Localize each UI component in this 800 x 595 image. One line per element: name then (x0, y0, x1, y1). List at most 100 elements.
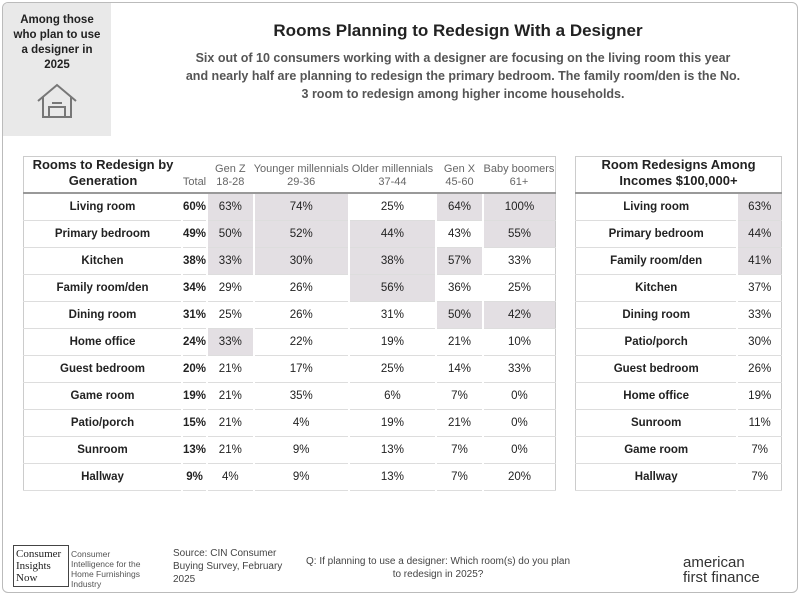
percent-cell: 100% (481, 193, 556, 221)
percent-cell: 13% (347, 463, 437, 491)
header-row: Rooms to Redesign by Generation Total Gen … (23, 156, 556, 194)
percent-cell: 34% (180, 274, 208, 302)
room-label: Living room (575, 193, 738, 221)
row: Living room 63% (575, 193, 782, 221)
room-label: Hallway (575, 463, 738, 491)
percent-cell: 25% (206, 301, 254, 329)
percent-cell: 49% (180, 220, 208, 248)
room-label: Family room/den (23, 274, 182, 302)
brand: american first finance (683, 555, 760, 585)
percent-cell: 20% (481, 463, 556, 491)
room-label: Home office (575, 382, 738, 410)
column-header: Gen Z 18-28 (207, 156, 254, 194)
percent-cell: 31% (347, 301, 437, 329)
percent-cell: 7% (435, 436, 483, 464)
percent-cell: 33% (206, 328, 254, 356)
column-header: Older millennials 37-44 (348, 156, 437, 194)
row: Primary bedroom 44% (575, 220, 782, 248)
percent-cell: 55% (481, 220, 556, 248)
percent-cell: 0% (481, 409, 556, 437)
percent-cell: 24% (180, 328, 208, 356)
row: Game room 19% 21% 35% 6% 7% 0% (23, 382, 556, 410)
table-title: Rooms to Redesign by Generation (23, 156, 182, 194)
percent-cell: 44% (736, 220, 782, 248)
room-label: Game room (23, 382, 182, 410)
room-label: Guest bedroom (575, 355, 738, 383)
column-header: Baby boomers 61+ (482, 156, 556, 194)
column-header: Younger millennials 29-36 (253, 156, 349, 194)
percent-cell: 19% (347, 328, 437, 356)
percent-cell: 21% (206, 409, 254, 437)
percent-cell: 13% (180, 436, 208, 464)
percent-cell: 21% (435, 409, 483, 437)
percent-cell: 33% (206, 247, 254, 275)
room-label: Guest bedroom (23, 355, 182, 383)
percent-cell: 21% (206, 382, 254, 410)
percent-cell: 33% (481, 355, 556, 383)
row: Kitchen 37% (575, 274, 782, 302)
percent-cell: 21% (435, 328, 483, 356)
percent-cell: 0% (481, 436, 556, 464)
percent-cell: 0% (481, 382, 556, 410)
sidebar: Among those who plan to use a designer i… (3, 3, 111, 136)
row: Hallway 9% 4% 9% 13% 7% 20% (23, 463, 556, 491)
percent-cell: 35% (252, 382, 349, 410)
percent-cell: 63% (206, 193, 254, 221)
percent-cell: 52% (252, 220, 349, 248)
row: Kitchen 38% 33% 30% 38% 57% 33% (23, 247, 556, 275)
logo: Consumer Insights Now (13, 545, 69, 587)
sidebar-text: Among those who plan to use a designer i… (13, 14, 101, 71)
row: Guest bedroom 26% (575, 355, 782, 383)
income-table: Room Redesigns Among Incomes $100,000+ Li… (575, 156, 782, 491)
percent-cell: 7% (736, 463, 782, 491)
room-label: Living room (23, 193, 182, 221)
percent-cell: 21% (206, 355, 254, 383)
percent-cell: 43% (435, 220, 483, 248)
percent-cell: 6% (347, 382, 437, 410)
percent-cell: 19% (347, 409, 437, 437)
percent-cell: 26% (736, 355, 782, 383)
percent-cell: 50% (435, 301, 483, 329)
room-label: Dining room (575, 301, 738, 329)
room-label: Patio/porch (575, 328, 738, 356)
percent-cell: 9% (252, 463, 349, 491)
percent-cell: 33% (481, 247, 556, 275)
percent-cell: 30% (736, 328, 782, 356)
room-label: Primary bedroom (23, 220, 182, 248)
percent-cell: 33% (736, 301, 782, 329)
percent-cell: 38% (180, 247, 208, 275)
row: Family room/den 41% (575, 247, 782, 275)
row: Patio/porch 30% (575, 328, 782, 356)
row: Dining room 31% 25% 26% 31% 50% 42% (23, 301, 556, 329)
percent-cell: 7% (435, 463, 483, 491)
room-label: Patio/porch (23, 409, 182, 437)
row: Primary bedroom 49% 50% 52% 44% 43% 55% (23, 220, 556, 248)
percent-cell: 37% (736, 274, 782, 302)
room-label: Kitchen (575, 274, 738, 302)
percent-cell: 11% (736, 409, 782, 437)
percent-cell: 17% (252, 355, 349, 383)
percent-cell: 26% (252, 274, 349, 302)
percent-cell: 4% (206, 463, 254, 491)
percent-cell: 21% (206, 436, 254, 464)
row: Dining room 33% (575, 301, 782, 329)
percent-cell: 30% (252, 247, 349, 275)
brand-bottom: first finance (683, 569, 760, 586)
percent-cell: 38% (347, 247, 437, 275)
percent-cell: 9% (180, 463, 208, 491)
brand-top: american (683, 554, 745, 571)
percent-cell: 42% (481, 301, 556, 329)
table-title: Room Redesigns Among Incomes $100,000+ (575, 156, 782, 194)
room-label: Family room/den (575, 247, 738, 275)
percent-cell: 25% (481, 274, 556, 302)
room-label: Sunroom (575, 409, 738, 437)
room-label: Sunroom (23, 436, 182, 464)
percent-cell: 29% (206, 274, 254, 302)
generation-table: Rooms to Redesign by Generation Total Gen … (23, 156, 556, 491)
row: Living room 60% 63% 74% 25% 64% 100% (23, 193, 556, 221)
title: Rooms Planning to Redesign With a Design… (273, 21, 643, 40)
percent-cell: 25% (347, 193, 437, 221)
percent-cell: 19% (180, 382, 208, 410)
percent-cell: 60% (180, 193, 208, 221)
